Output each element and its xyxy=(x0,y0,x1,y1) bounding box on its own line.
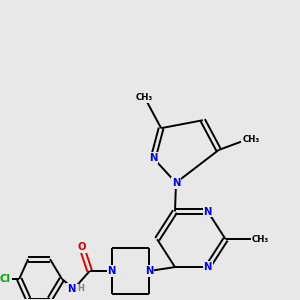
Text: CH₃: CH₃ xyxy=(242,135,260,144)
Text: H: H xyxy=(77,284,84,293)
Text: N: N xyxy=(149,153,158,163)
Text: N: N xyxy=(203,262,212,272)
Text: N: N xyxy=(172,178,180,188)
Text: CH₃: CH₃ xyxy=(136,93,153,102)
Text: N: N xyxy=(203,206,212,217)
Text: N: N xyxy=(107,266,116,276)
Text: N: N xyxy=(67,284,75,294)
Text: CH₃: CH₃ xyxy=(252,235,269,244)
Text: Cl: Cl xyxy=(0,274,11,284)
Text: N: N xyxy=(145,266,153,276)
Text: O: O xyxy=(77,242,86,252)
